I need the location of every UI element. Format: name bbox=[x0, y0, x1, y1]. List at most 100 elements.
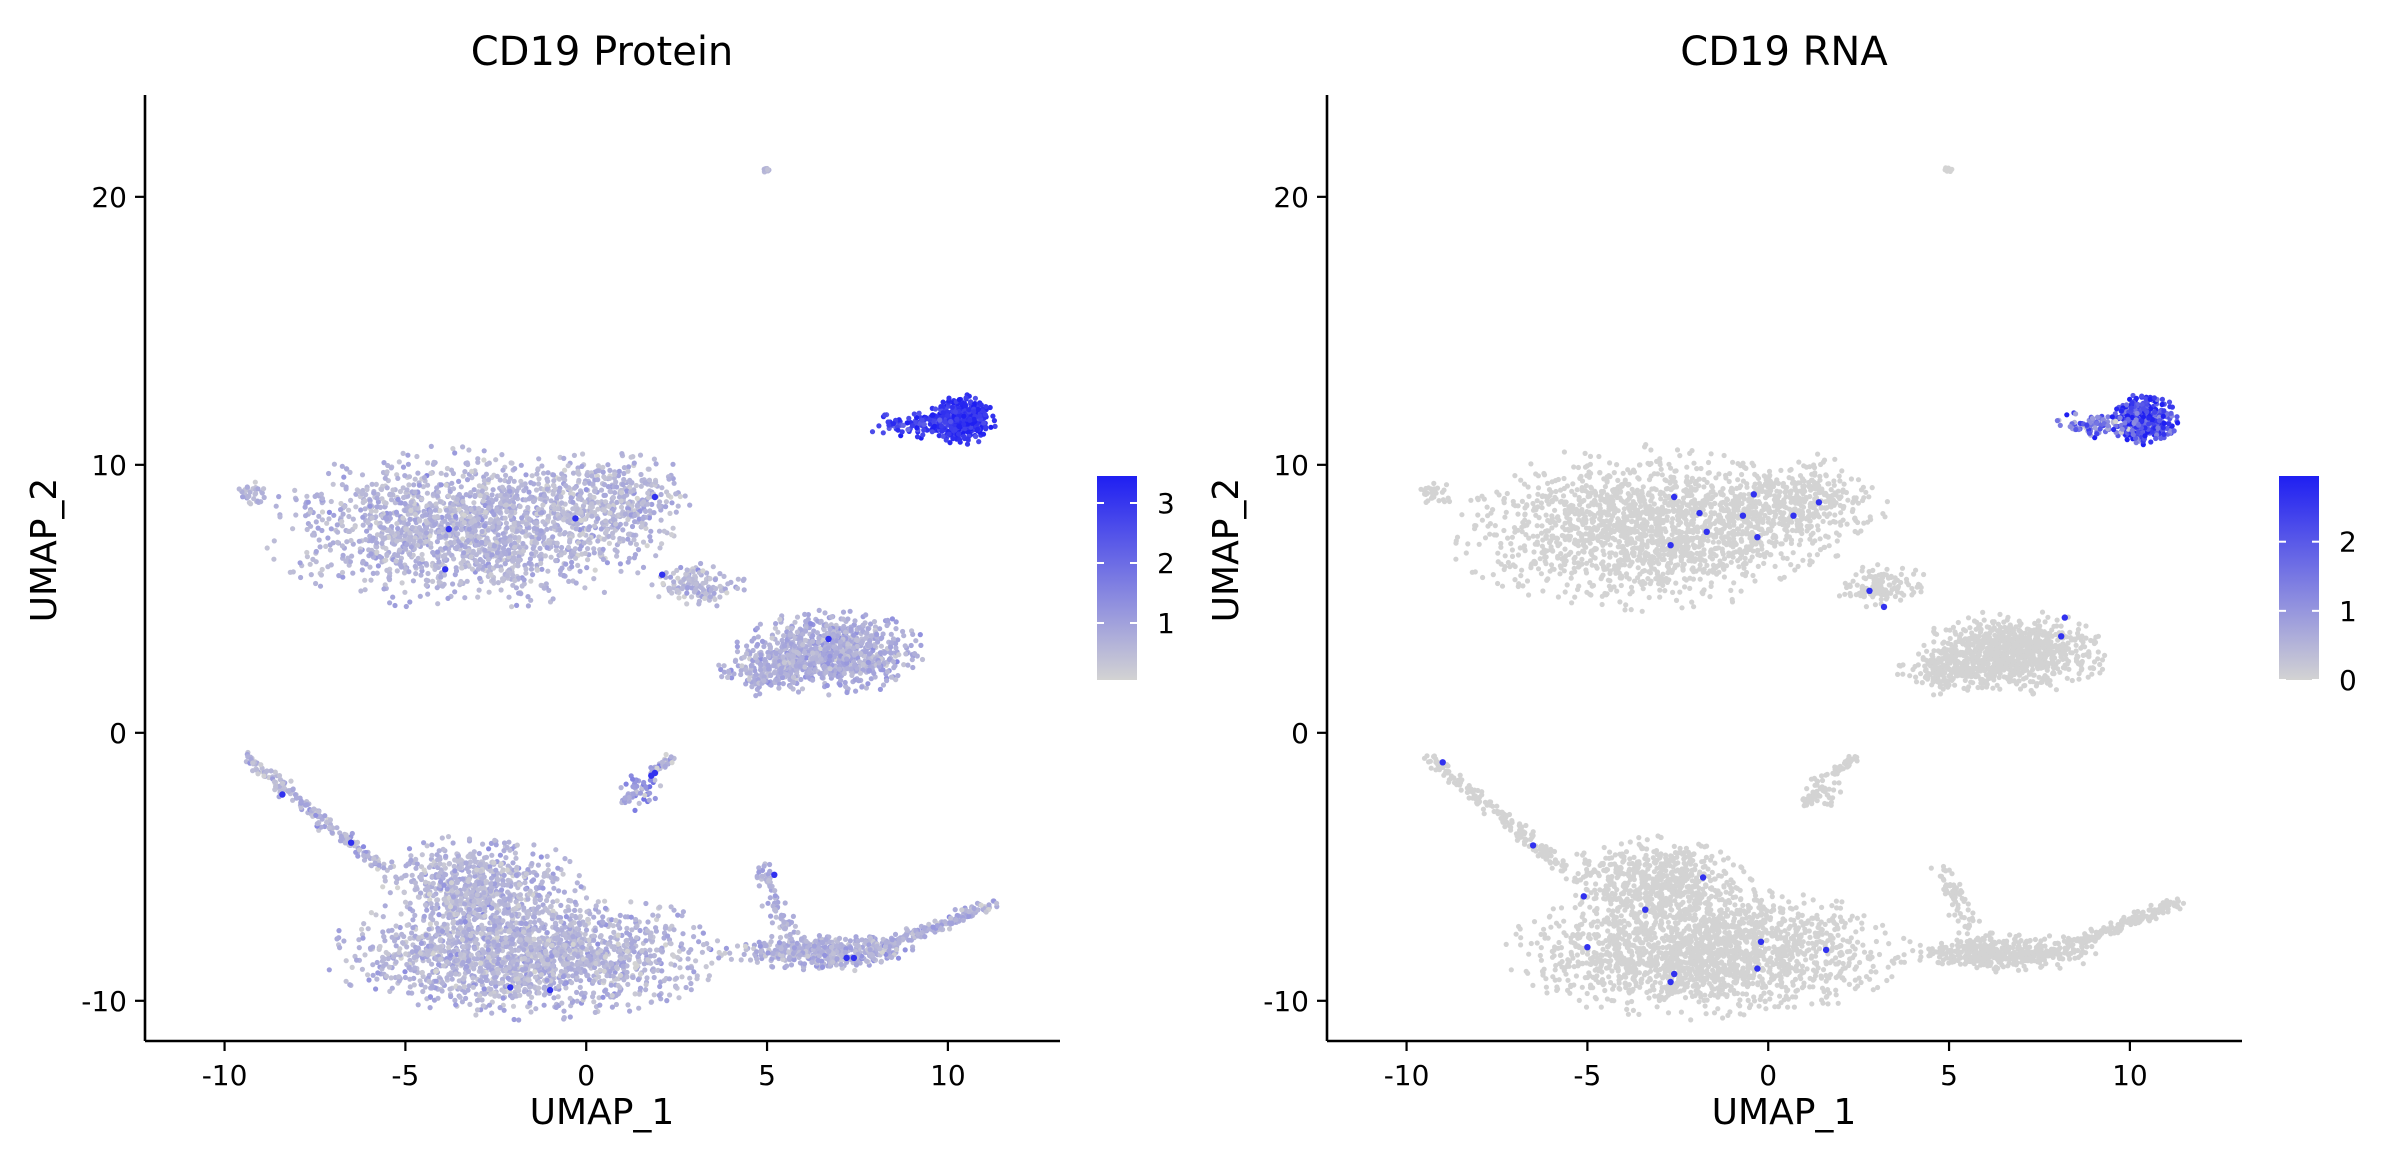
cell-point bbox=[318, 491, 324, 497]
cell-point bbox=[509, 936, 515, 942]
cell-point bbox=[428, 901, 434, 907]
cell-point bbox=[697, 924, 703, 930]
cell-point bbox=[534, 567, 541, 573]
cell-point bbox=[388, 975, 394, 981]
cell-point bbox=[459, 565, 465, 571]
cell-point bbox=[601, 589, 608, 596]
cell-point bbox=[475, 926, 481, 932]
cell-point bbox=[369, 481, 375, 487]
cell-point bbox=[579, 463, 585, 469]
cell-point bbox=[561, 889, 568, 895]
cell-point bbox=[521, 947, 527, 953]
cell-point bbox=[458, 951, 464, 957]
cell-point bbox=[598, 933, 604, 939]
cell-point bbox=[568, 898, 574, 904]
cell-point bbox=[548, 904, 554, 910]
cell-point bbox=[683, 984, 689, 991]
cell-point bbox=[609, 992, 615, 999]
cell-point bbox=[538, 528, 544, 534]
cell-point bbox=[523, 886, 529, 892]
cell-point bbox=[502, 515, 508, 521]
cell-point bbox=[393, 879, 399, 886]
cell-point bbox=[572, 899, 578, 905]
cell-point bbox=[522, 966, 529, 972]
cell-point bbox=[587, 524, 593, 530]
cell-point bbox=[488, 572, 494, 578]
cell-point bbox=[446, 944, 452, 950]
cell-point bbox=[396, 459, 402, 465]
cell-point bbox=[273, 503, 279, 509]
cell-point bbox=[572, 907, 578, 914]
cell-point bbox=[460, 536, 466, 542]
cell-point bbox=[556, 914, 562, 920]
cell-point bbox=[403, 603, 409, 610]
cell-point bbox=[624, 937, 630, 943]
cell-point bbox=[437, 861, 443, 867]
cell-point bbox=[402, 969, 408, 975]
cell-point bbox=[755, 634, 761, 640]
cell-point bbox=[516, 590, 522, 596]
cell-point bbox=[494, 550, 500, 556]
cell-point bbox=[331, 461, 337, 467]
cell-point bbox=[826, 692, 832, 698]
cell-point bbox=[562, 942, 568, 948]
cell-point bbox=[383, 500, 389, 506]
cell-point bbox=[367, 503, 373, 509]
cell-point bbox=[356, 945, 362, 951]
cell-point bbox=[532, 974, 539, 980]
cell-point bbox=[318, 572, 324, 578]
cell-point bbox=[455, 531, 461, 537]
cell-point bbox=[421, 475, 427, 481]
cell-point bbox=[566, 578, 572, 585]
cell-point bbox=[432, 514, 438, 520]
cell-point bbox=[383, 973, 390, 979]
cell-point bbox=[390, 594, 396, 600]
cell-point bbox=[563, 914, 570, 920]
cell-point bbox=[387, 890, 393, 896]
cell-point bbox=[528, 1009, 534, 1015]
cell-point bbox=[561, 1008, 567, 1014]
cell-point bbox=[634, 935, 640, 941]
cell-point bbox=[580, 531, 586, 537]
cell-point bbox=[429, 983, 436, 990]
cell-point bbox=[367, 564, 373, 570]
cell-point bbox=[392, 602, 398, 609]
cell-point bbox=[411, 482, 417, 488]
cell-point bbox=[510, 1003, 517, 1009]
cell-point bbox=[418, 940, 424, 947]
cell-point bbox=[651, 974, 657, 981]
cell-point bbox=[419, 496, 425, 502]
cell-point bbox=[527, 888, 533, 894]
cell-point bbox=[433, 978, 439, 984]
cell-point bbox=[414, 886, 420, 892]
cell-point bbox=[390, 487, 396, 493]
cell-point bbox=[396, 949, 402, 956]
cell-point bbox=[504, 525, 510, 531]
cell-point bbox=[534, 520, 540, 526]
cell-point bbox=[427, 994, 433, 1000]
cell-point bbox=[666, 976, 673, 982]
cell-point bbox=[671, 927, 677, 933]
cell-point bbox=[380, 963, 386, 969]
cell-point bbox=[316, 513, 322, 519]
cell-point bbox=[533, 487, 540, 493]
cell-point bbox=[438, 879, 444, 885]
cell-point bbox=[557, 527, 563, 533]
cell-point bbox=[631, 537, 637, 543]
cell-point bbox=[541, 1002, 547, 1008]
cell-point bbox=[493, 457, 499, 463]
cell-point bbox=[350, 516, 356, 522]
cell-point bbox=[489, 552, 495, 558]
cell-point bbox=[580, 944, 586, 950]
cell-point bbox=[525, 603, 532, 609]
cell-point bbox=[526, 560, 532, 566]
cell-point bbox=[550, 491, 556, 497]
cell-point bbox=[448, 972, 454, 978]
cell-point bbox=[512, 578, 518, 584]
cell-point bbox=[402, 899, 409, 905]
cell-point bbox=[632, 512, 638, 519]
cell-point bbox=[504, 508, 510, 514]
cell-point bbox=[503, 520, 509, 526]
cell-point bbox=[470, 984, 476, 990]
cell-point bbox=[617, 947, 623, 953]
